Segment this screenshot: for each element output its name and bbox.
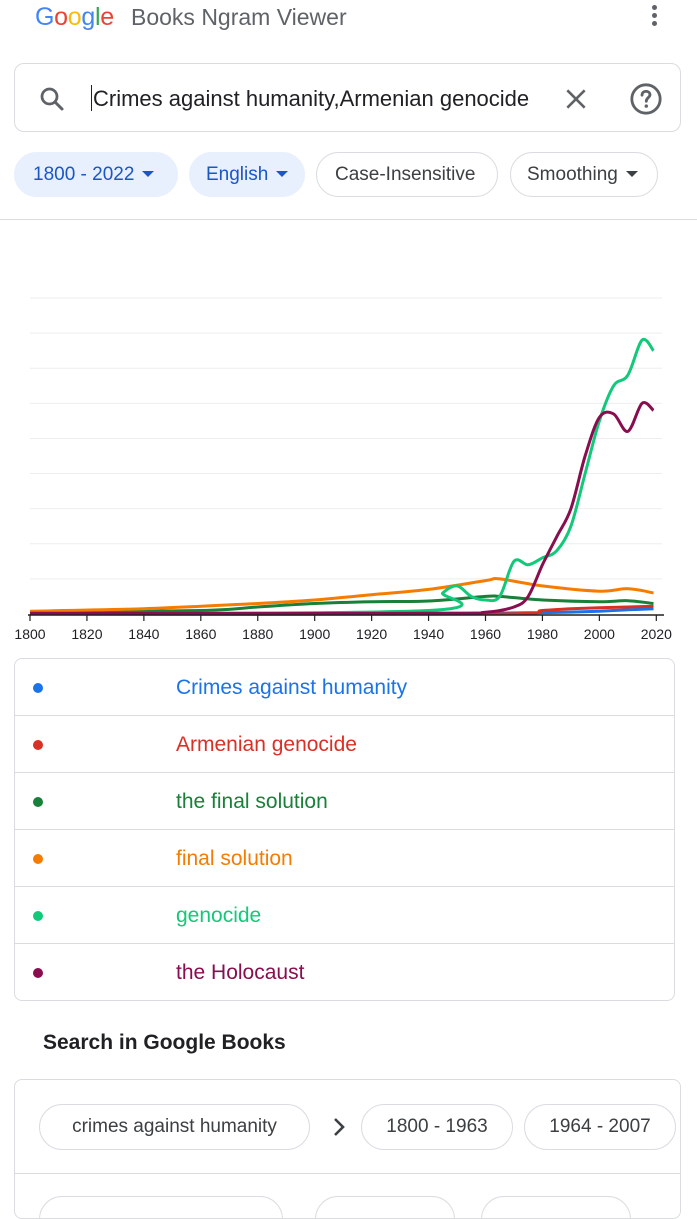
logo-letter: l xyxy=(94,3,101,31)
year-range-chip-next-1[interactable] xyxy=(315,1196,455,1218)
case-label: Case-Insensitive xyxy=(335,164,476,185)
series-line-5[interactable] xyxy=(29,337,655,616)
x-tick-label: 1960 xyxy=(470,626,501,642)
more-vert-icon[interactable] xyxy=(643,2,665,30)
search-box[interactable]: Crimes against humanity,Armenian genocid… xyxy=(14,63,681,132)
language-label: English xyxy=(206,164,269,185)
logo-letter: g xyxy=(81,3,95,31)
smoothing-dropdown[interactable]: Smoothing xyxy=(510,152,658,197)
legend-label: the Holocaust xyxy=(176,961,305,984)
legend-item[interactable]: final solution xyxy=(15,830,674,887)
year-range-chip-next-2[interactable] xyxy=(481,1196,631,1218)
x-tick-label: 1860 xyxy=(185,626,216,642)
legend-label: Crimes against humanity xyxy=(176,676,408,699)
year-range-chip-2[interactable]: 1964 - 2007 xyxy=(524,1104,676,1150)
legend-dot-icon xyxy=(33,911,43,921)
legend-label: the final solution xyxy=(176,790,328,813)
legend-item[interactable]: Crimes against humanity xyxy=(15,659,674,716)
year-range-chip-1[interactable]: 1800 - 1963 xyxy=(361,1104,513,1150)
search-icon[interactable] xyxy=(37,84,67,114)
series-line-4[interactable] xyxy=(29,577,654,613)
app-title: Books Ngram Viewer xyxy=(131,4,347,30)
chart-legend: Crimes against humanity Armenian genocide… xyxy=(14,658,675,1001)
dropdown-arrow-icon xyxy=(142,171,155,177)
app-header: Google Books Ngram Viewer xyxy=(0,0,697,40)
year-range-dropdown[interactable]: 1800 - 2022 xyxy=(14,152,178,197)
x-tick-label: 1880 xyxy=(242,626,273,642)
case-insensitive-toggle[interactable]: Case-Insensitive xyxy=(316,152,498,197)
dropdown-arrow-icon xyxy=(276,171,289,177)
x-tick-label: 2000 xyxy=(584,626,615,642)
chart-grid xyxy=(30,297,662,580)
logo-letter: o xyxy=(54,3,68,31)
legend-item[interactable]: the final solution xyxy=(15,773,674,830)
logo-letter: G xyxy=(35,3,55,31)
x-tick-label: 2020 xyxy=(641,626,672,642)
language-dropdown[interactable]: English xyxy=(189,152,305,197)
chevron-right-icon xyxy=(334,1118,345,1136)
legend-dot-icon xyxy=(33,854,43,864)
dropdown-arrow-icon xyxy=(625,171,638,177)
legend-dot-icon xyxy=(33,740,43,750)
x-tick-label: 1840 xyxy=(128,626,159,642)
x-tick-label: 1920 xyxy=(356,626,387,642)
books-section-title: Search in Google Books xyxy=(43,1031,286,1054)
year-range-label: 1800 - 2022 xyxy=(33,164,135,185)
divider xyxy=(0,219,697,220)
series-line-6[interactable] xyxy=(29,401,655,615)
series-line-3[interactable] xyxy=(29,594,654,614)
legend-item[interactable]: the Holocaust xyxy=(15,944,674,1001)
x-tick-label: 1940 xyxy=(413,626,444,642)
search-input[interactable]: Crimes against humanity,Armenian genocid… xyxy=(91,85,530,111)
google-logo[interactable]: Google xyxy=(35,0,114,34)
close-icon[interactable] xyxy=(563,86,589,112)
legend-dot-icon xyxy=(33,683,43,693)
chart-lines xyxy=(29,337,655,616)
ngram-chart[interactable]: 1800 1820 1840 1860 1880 1900 1920 1940 1960 1980… xyxy=(0,280,697,650)
smoothing-label: Smoothing xyxy=(527,164,618,185)
x-axis: 1800 1820 1840 1860 1880 1900 1920 1940 1960 1980… xyxy=(14,614,672,642)
legend-label: genocide xyxy=(176,904,262,927)
legend-dot-icon xyxy=(33,797,43,807)
query-chip[interactable]: crimes against humanity xyxy=(39,1104,310,1150)
legend-label: Armenian genocide xyxy=(176,733,357,756)
query-chip-next[interactable] xyxy=(39,1196,283,1218)
legend-item[interactable]: genocide xyxy=(15,887,674,944)
legend-label: final solution xyxy=(176,847,293,870)
x-tick-label: 1800 xyxy=(14,626,45,642)
legend-item[interactable]: Armenian genocide xyxy=(15,716,674,773)
x-tick-label: 1980 xyxy=(527,626,558,642)
logo-letter: e xyxy=(100,3,114,31)
books-search-panel: crimes against humanity 1800 - 1963 1964… xyxy=(14,1079,681,1219)
x-tick-label: 1820 xyxy=(71,626,102,642)
logo-letter: o xyxy=(67,3,82,31)
x-tick-label: 1900 xyxy=(299,626,330,642)
row-divider xyxy=(15,1173,680,1174)
help-icon[interactable] xyxy=(629,82,663,116)
legend-dot-icon xyxy=(33,968,43,978)
